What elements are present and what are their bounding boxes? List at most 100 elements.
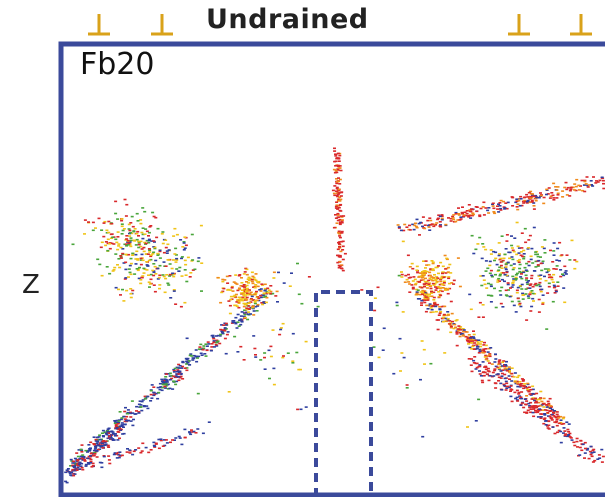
particle-dot [245, 311, 249, 314]
particle-dot [337, 164, 340, 167]
particle-dot [123, 410, 127, 413]
particle-dot [591, 449, 595, 452]
particle-dot [468, 346, 472, 349]
particle-dot [131, 453, 135, 456]
particle-dot [316, 305, 320, 308]
particle-dot [152, 215, 156, 218]
particle-dot [164, 265, 168, 267]
particle-dot [517, 198, 521, 200]
particle-dot [373, 309, 377, 312]
particle-dot [508, 369, 511, 372]
particle-dot [555, 418, 559, 421]
particle-dot [512, 376, 516, 378]
particle-dot [125, 238, 129, 240]
particle-dot [513, 372, 517, 374]
particle-dot [541, 260, 545, 263]
particle-dot [153, 445, 157, 447]
particle-dot [432, 277, 435, 280]
particle-dot [75, 452, 79, 454]
particle-dot [147, 274, 150, 276]
particle-dot [598, 179, 602, 182]
particle-dot [122, 228, 126, 230]
particle-dot [278, 333, 282, 336]
particle-dot [486, 355, 490, 357]
particle-dot [216, 340, 220, 342]
particle-dot [336, 168, 340, 170]
particle-dot [340, 219, 344, 221]
particle-dot [88, 448, 92, 451]
particle-dot [438, 308, 442, 311]
particle-dot [415, 226, 419, 229]
particle-dot [503, 368, 507, 370]
particle-dot [457, 213, 461, 215]
particle-dot [496, 281, 500, 283]
particle-dot [157, 447, 161, 450]
particle-dot [179, 305, 183, 308]
particle-dot [441, 283, 444, 286]
particle-dot [542, 247, 546, 250]
particle-dot [266, 287, 270, 290]
particle-dot [538, 285, 542, 288]
particle-dot [115, 241, 119, 244]
particle-dot [156, 267, 160, 270]
particle-dot [163, 385, 167, 388]
particle-dot [131, 225, 135, 228]
particle-dot [564, 270, 568, 272]
particle-dot [161, 445, 165, 447]
particle-dot [128, 271, 132, 274]
particle-dot [436, 303, 440, 306]
particle-dot [572, 441, 576, 444]
particle-dot [498, 290, 502, 292]
particle-dot [172, 368, 176, 371]
particle-dot [200, 290, 203, 292]
particle-dot [377, 356, 381, 359]
particle-dot [131, 424, 135, 427]
particle-dot [123, 423, 127, 426]
particle-dot [505, 295, 509, 297]
particle-dot [150, 397, 154, 399]
particle-dot [545, 193, 548, 196]
particle-dot [114, 421, 118, 424]
particle-dot [181, 246, 185, 248]
particle-dot [506, 261, 510, 264]
particle-dot [559, 430, 563, 433]
particle-dot [237, 274, 241, 277]
particle-dot [263, 356, 266, 359]
particle-dot [421, 225, 424, 228]
particle-dot [528, 393, 532, 395]
particle-dot [100, 442, 104, 444]
particle-dot [444, 317, 448, 320]
particle-dot [94, 227, 97, 229]
particle-dot [487, 207, 491, 209]
particle-dot [497, 362, 501, 364]
particle-dot [224, 328, 228, 330]
particle-dot [541, 409, 545, 411]
particle-dot [94, 446, 98, 449]
particle-dot [434, 224, 438, 226]
particle-dot [245, 302, 249, 305]
particle-dot [468, 340, 472, 342]
particle-dot [524, 274, 528, 277]
particle-dot [242, 284, 246, 286]
particle-dot [530, 200, 534, 203]
particle-dot [539, 416, 543, 418]
particle-dot [141, 237, 145, 240]
particle-dot [471, 212, 475, 214]
particle-dot [245, 308, 249, 311]
particle-dot [436, 265, 440, 267]
particle-dot [183, 259, 187, 262]
particle-dot [405, 384, 409, 386]
particle-dot [481, 243, 485, 245]
particle-dot [412, 276, 416, 278]
particle-dot [568, 195, 572, 197]
particle-dot [337, 198, 341, 200]
particle-dot [341, 249, 345, 251]
particle-dot [556, 281, 560, 283]
particle-dot [545, 328, 549, 330]
particle-dot [529, 255, 533, 258]
particle-dot [245, 287, 249, 290]
particle-dot [511, 281, 515, 284]
particle-dot [501, 369, 505, 371]
particle-dot [574, 185, 578, 188]
particle-dot [97, 448, 100, 451]
